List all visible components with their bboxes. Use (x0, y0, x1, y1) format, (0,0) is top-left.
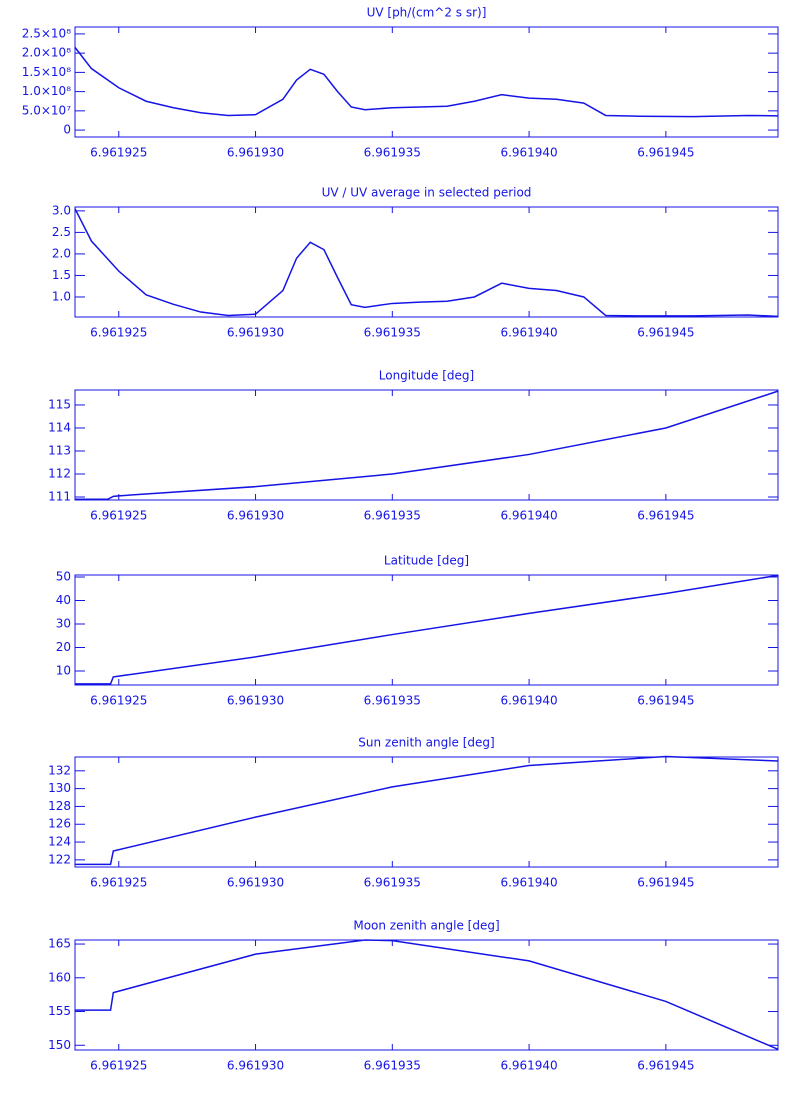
x-tick-label: 6.961940 (500, 1059, 557, 1073)
data-line (75, 755, 779, 866)
y-tick-label: 5.0×10⁷ (22, 103, 71, 117)
y-tick-label: 10 (56, 663, 71, 677)
x-tick-label: 6.961945 (637, 694, 694, 708)
x-tick-label: 6.961935 (364, 876, 421, 890)
x-tick-label: 6.961940 (500, 694, 557, 708)
x-tick-label: 6.961940 (500, 876, 557, 890)
plot-frame (74, 756, 779, 868)
y-tick-label: 1.5 (52, 268, 71, 282)
x-tick-label: 6.961935 (364, 509, 421, 523)
plot-frame (74, 389, 779, 501)
y-tick-label: 0 (63, 123, 71, 137)
x-tick-label: 6.961940 (500, 326, 557, 340)
y-tick-label: 2.5 (52, 225, 71, 239)
y-tick-label: 128 (48, 799, 71, 813)
x-tick-label: 6.961935 (364, 146, 421, 160)
x-tick-label: 6.961935 (364, 694, 421, 708)
chart-title: UV [ph/(cm^2 s sr)] (367, 6, 487, 20)
x-tick-label: 6.961930 (227, 876, 284, 890)
y-tick-label: 122 (48, 852, 71, 866)
y-tick-label: 50 (56, 569, 71, 583)
y-tick-label: 2.0 (52, 246, 71, 260)
x-tick-label: 6.961925 (90, 1059, 147, 1073)
x-tick-label: 6.961925 (90, 509, 147, 523)
data-line (74, 46, 779, 118)
x-tick-label: 6.961925 (90, 694, 147, 708)
y-tick-label: 160 (48, 970, 71, 984)
x-tick-label: 6.961925 (90, 326, 147, 340)
chart-title: UV / UV average in selected period (322, 186, 532, 200)
y-tick-label: 132 (48, 763, 71, 777)
y-tick-label: 155 (48, 1004, 71, 1018)
x-tick-label: 6.961945 (637, 146, 694, 160)
y-tick-label: 2.0×10⁸ (22, 46, 71, 60)
x-tick-label: 6.961940 (500, 146, 557, 160)
x-tick-label: 6.961925 (90, 146, 147, 160)
y-tick-label: 124 (48, 835, 71, 849)
x-tick-label: 6.961925 (90, 876, 147, 890)
x-tick-label: 6.961945 (637, 326, 694, 340)
x-tick-label: 6.961930 (227, 509, 284, 523)
y-tick-label: 112 (48, 466, 71, 480)
chart-title: Latitude [deg] (384, 554, 469, 568)
y-tick-label: 115 (48, 397, 71, 411)
data-line (75, 390, 779, 501)
x-tick-label: 6.961930 (227, 326, 284, 340)
x-tick-label: 6.961945 (637, 1059, 694, 1073)
x-tick-label: 6.961940 (500, 509, 557, 523)
chart-title: Sun zenith angle [deg] (358, 736, 494, 750)
y-tick-label: 30 (56, 616, 71, 630)
y-tick-label: 2.5×10⁸ (22, 26, 71, 40)
data-line (74, 208, 779, 318)
y-tick-label: 1.0×10⁸ (22, 84, 71, 98)
x-tick-label: 6.961930 (227, 1059, 284, 1073)
data-line (75, 939, 779, 1051)
data-line (75, 574, 779, 685)
x-tick-label: 6.961935 (364, 1059, 421, 1073)
y-tick-label: 130 (48, 781, 71, 795)
chart-title: Longitude [deg] (379, 369, 474, 383)
plot-frame (74, 206, 779, 318)
y-tick-label: 1.5×10⁸ (22, 65, 71, 79)
y-tick-label: 165 (48, 937, 71, 951)
plot-frame (74, 26, 779, 138)
y-tick-label: 114 (48, 420, 71, 434)
plot-frame (74, 939, 779, 1051)
plot-frame (74, 574, 779, 686)
x-tick-label: 6.961930 (227, 694, 284, 708)
y-tick-label: 126 (48, 817, 71, 831)
y-tick-label: 150 (48, 1038, 71, 1052)
y-tick-label: 20 (56, 640, 71, 654)
x-tick-label: 6.961945 (637, 509, 694, 523)
y-tick-label: 113 (48, 443, 71, 457)
x-tick-label: 6.961935 (364, 326, 421, 340)
y-tick-label: 3.0 (52, 203, 71, 217)
x-tick-label: 6.961930 (227, 146, 284, 160)
y-tick-label: 1.0 (52, 289, 71, 303)
y-tick-label: 111 (48, 490, 71, 504)
chart-title: Moon zenith angle [deg] (353, 919, 499, 933)
y-tick-label: 40 (56, 593, 71, 607)
x-tick-label: 6.961945 (637, 876, 694, 890)
